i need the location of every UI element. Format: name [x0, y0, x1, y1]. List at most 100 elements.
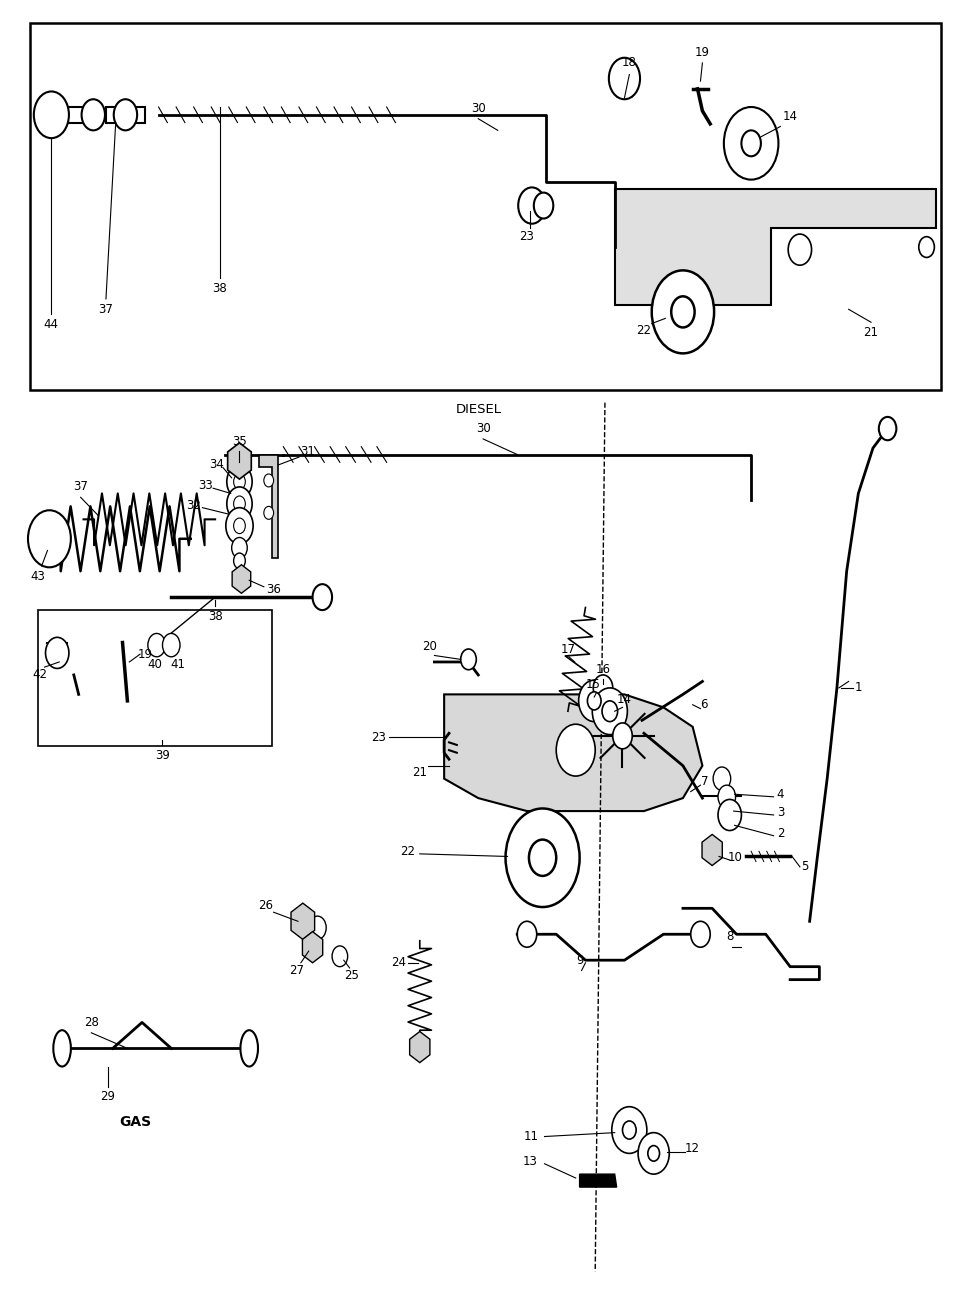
- Circle shape: [638, 1133, 670, 1175]
- Ellipse shape: [240, 1031, 258, 1067]
- Text: 9: 9: [576, 954, 584, 967]
- Text: 14: 14: [783, 109, 797, 122]
- Circle shape: [588, 692, 601, 710]
- Circle shape: [264, 506, 273, 519]
- Text: 11: 11: [523, 1131, 539, 1144]
- Text: 34: 34: [210, 458, 224, 471]
- Circle shape: [312, 584, 332, 610]
- Text: 22: 22: [400, 845, 416, 858]
- Circle shape: [231, 537, 247, 558]
- Circle shape: [918, 236, 934, 257]
- Text: 43: 43: [30, 570, 45, 583]
- Circle shape: [506, 809, 580, 907]
- Text: 12: 12: [685, 1142, 700, 1155]
- Circle shape: [225, 508, 253, 544]
- Text: 20: 20: [422, 640, 437, 653]
- Circle shape: [534, 192, 553, 218]
- Circle shape: [718, 800, 742, 831]
- Text: 28: 28: [84, 1016, 99, 1029]
- Circle shape: [233, 518, 245, 533]
- Circle shape: [28, 510, 71, 567]
- Text: 26: 26: [259, 900, 273, 912]
- Text: 27: 27: [290, 964, 305, 977]
- Text: 36: 36: [266, 583, 281, 596]
- Circle shape: [609, 57, 640, 99]
- Text: 30: 30: [475, 422, 491, 435]
- Circle shape: [724, 106, 779, 179]
- Text: 29: 29: [101, 1090, 115, 1103]
- Circle shape: [517, 922, 537, 948]
- Text: 17: 17: [560, 643, 576, 655]
- Circle shape: [648, 1146, 660, 1162]
- Text: 3: 3: [777, 806, 784, 819]
- Bar: [30, 23, 941, 389]
- Text: 14: 14: [617, 693, 631, 706]
- Ellipse shape: [54, 1031, 71, 1067]
- Circle shape: [82, 99, 105, 130]
- Circle shape: [114, 99, 138, 130]
- Polygon shape: [52, 106, 94, 122]
- Text: 33: 33: [198, 479, 213, 492]
- Circle shape: [593, 675, 613, 701]
- Circle shape: [671, 296, 695, 327]
- Text: 21: 21: [864, 326, 878, 339]
- Text: 6: 6: [701, 698, 709, 711]
- Circle shape: [878, 417, 896, 440]
- Text: 21: 21: [412, 766, 427, 779]
- Circle shape: [742, 130, 761, 156]
- Circle shape: [147, 633, 165, 657]
- Circle shape: [691, 922, 711, 948]
- Circle shape: [592, 688, 628, 735]
- Circle shape: [332, 946, 347, 967]
- Text: 19: 19: [695, 45, 710, 58]
- Text: 1: 1: [855, 681, 862, 694]
- Text: 7: 7: [701, 775, 709, 788]
- Text: 42: 42: [32, 668, 47, 681]
- Text: 23: 23: [519, 230, 535, 243]
- Text: 44: 44: [44, 318, 59, 331]
- Circle shape: [713, 767, 731, 790]
- Circle shape: [529, 840, 556, 876]
- Text: 15: 15: [586, 678, 600, 691]
- Circle shape: [226, 465, 252, 498]
- Text: 25: 25: [345, 970, 359, 983]
- Circle shape: [308, 916, 326, 940]
- Circle shape: [233, 496, 245, 511]
- Circle shape: [233, 553, 245, 569]
- Text: 40: 40: [147, 658, 162, 671]
- Text: 31: 31: [301, 445, 315, 458]
- Circle shape: [162, 633, 180, 657]
- Circle shape: [652, 270, 714, 353]
- Text: 22: 22: [636, 323, 651, 336]
- Circle shape: [579, 680, 610, 722]
- Text: DIESEL: DIESEL: [455, 402, 502, 415]
- Circle shape: [233, 474, 245, 489]
- Text: 37: 37: [73, 480, 88, 493]
- Text: 10: 10: [728, 851, 743, 864]
- Text: 37: 37: [99, 302, 113, 315]
- Polygon shape: [444, 694, 703, 811]
- Circle shape: [612, 1107, 647, 1154]
- Text: 19: 19: [138, 648, 152, 661]
- Text: GAS: GAS: [119, 1115, 151, 1129]
- Circle shape: [718, 785, 736, 809]
- Circle shape: [34, 91, 69, 138]
- Text: 38: 38: [213, 282, 227, 295]
- Text: 8: 8: [726, 931, 733, 944]
- Text: 2: 2: [777, 827, 784, 840]
- Polygon shape: [580, 1175, 617, 1188]
- Circle shape: [461, 649, 476, 670]
- Circle shape: [556, 724, 595, 776]
- Text: 38: 38: [208, 610, 223, 623]
- Circle shape: [602, 701, 618, 722]
- Circle shape: [706, 841, 719, 859]
- Text: 35: 35: [232, 435, 247, 448]
- Text: 39: 39: [155, 749, 170, 762]
- Text: 41: 41: [171, 658, 185, 671]
- Circle shape: [518, 187, 546, 223]
- Text: 32: 32: [186, 498, 201, 511]
- Circle shape: [226, 487, 252, 520]
- Bar: [38, 610, 271, 746]
- Polygon shape: [615, 188, 936, 305]
- Text: 16: 16: [595, 663, 611, 676]
